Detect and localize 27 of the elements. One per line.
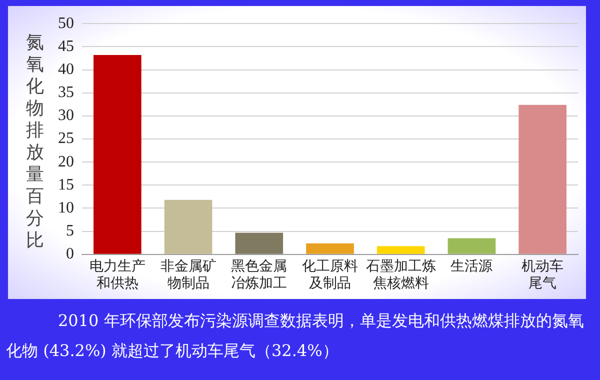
text: 氮氧化物排放量百分比	[26, 32, 44, 251]
bar	[376, 246, 425, 254]
y-tick-label: 25	[58, 130, 74, 148]
x-tick-label: 黑色金属冶炼加工	[231, 258, 288, 292]
bar	[306, 243, 354, 254]
y-tick-label: 15	[58, 176, 74, 194]
y-tick-label: 5	[66, 222, 74, 240]
y-tick-label: 30	[58, 107, 74, 124]
y-tick-label: 10	[58, 199, 74, 216]
x-tick-label: 化工原料及制品	[302, 258, 358, 292]
x-tick-label: 生活源	[450, 258, 493, 274]
y-tick-label: 40	[58, 60, 74, 78]
x-tick-label: 非金属矿物制品	[160, 258, 216, 292]
x-tick-label: 电力生产和供热	[89, 258, 146, 292]
x-tick-label: 石墨加工炼焦核燃料	[366, 258, 436, 292]
bar	[518, 104, 566, 254]
bar	[448, 238, 496, 254]
bar	[235, 232, 284, 254]
y-tick-label: 20	[58, 153, 74, 170]
bar	[164, 200, 212, 254]
y-tick-label: 45	[58, 38, 74, 55]
x-tick-label: 机动车尾气	[522, 258, 564, 292]
y-tick-label: 0	[66, 246, 74, 263]
y-tick-label: 50	[58, 14, 74, 32]
y-tick-label: 35	[58, 84, 74, 102]
bar	[94, 54, 142, 254]
text: 2010 年环保部发布污染源调查数据表明，单是发电和供热燃煤排放的氮氧化物 (43.2%) 就超过了机动车尾气（32.4%）	[6, 310, 585, 362]
